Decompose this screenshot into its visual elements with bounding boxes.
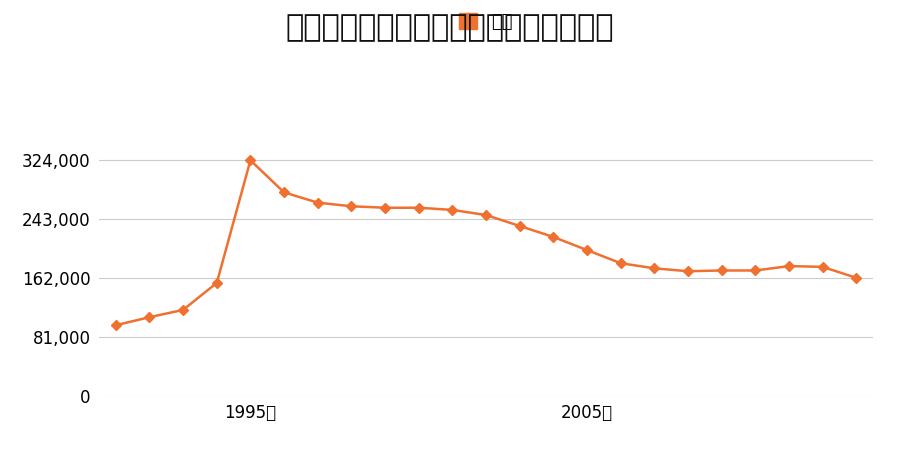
価格 — [750, 268, 760, 273]
価格 — [380, 205, 391, 211]
価格 — [279, 190, 290, 195]
価格 — [548, 234, 559, 239]
価格 — [346, 203, 356, 209]
価格 — [481, 212, 491, 218]
価格 — [245, 158, 256, 163]
価格 — [616, 261, 626, 266]
価格 — [177, 307, 188, 313]
価格 — [514, 223, 525, 229]
価格 — [716, 268, 727, 273]
Line: 価格: 価格 — [112, 157, 860, 328]
価格 — [850, 275, 861, 280]
価格 — [682, 269, 693, 274]
価格 — [581, 248, 592, 253]
価格 — [111, 323, 122, 328]
価格 — [817, 264, 828, 270]
価格 — [784, 263, 795, 269]
価格 — [447, 207, 458, 212]
価格 — [413, 205, 424, 211]
価格 — [144, 315, 155, 320]
価格 — [212, 280, 222, 286]
Text: 兵庫県尼崎市梶ケ島７２番２の地価推移: 兵庫県尼崎市梶ケ島７２番２の地価推移 — [286, 14, 614, 42]
Legend: 価格: 価格 — [452, 5, 520, 38]
価格 — [312, 200, 323, 205]
価格 — [649, 266, 660, 271]
